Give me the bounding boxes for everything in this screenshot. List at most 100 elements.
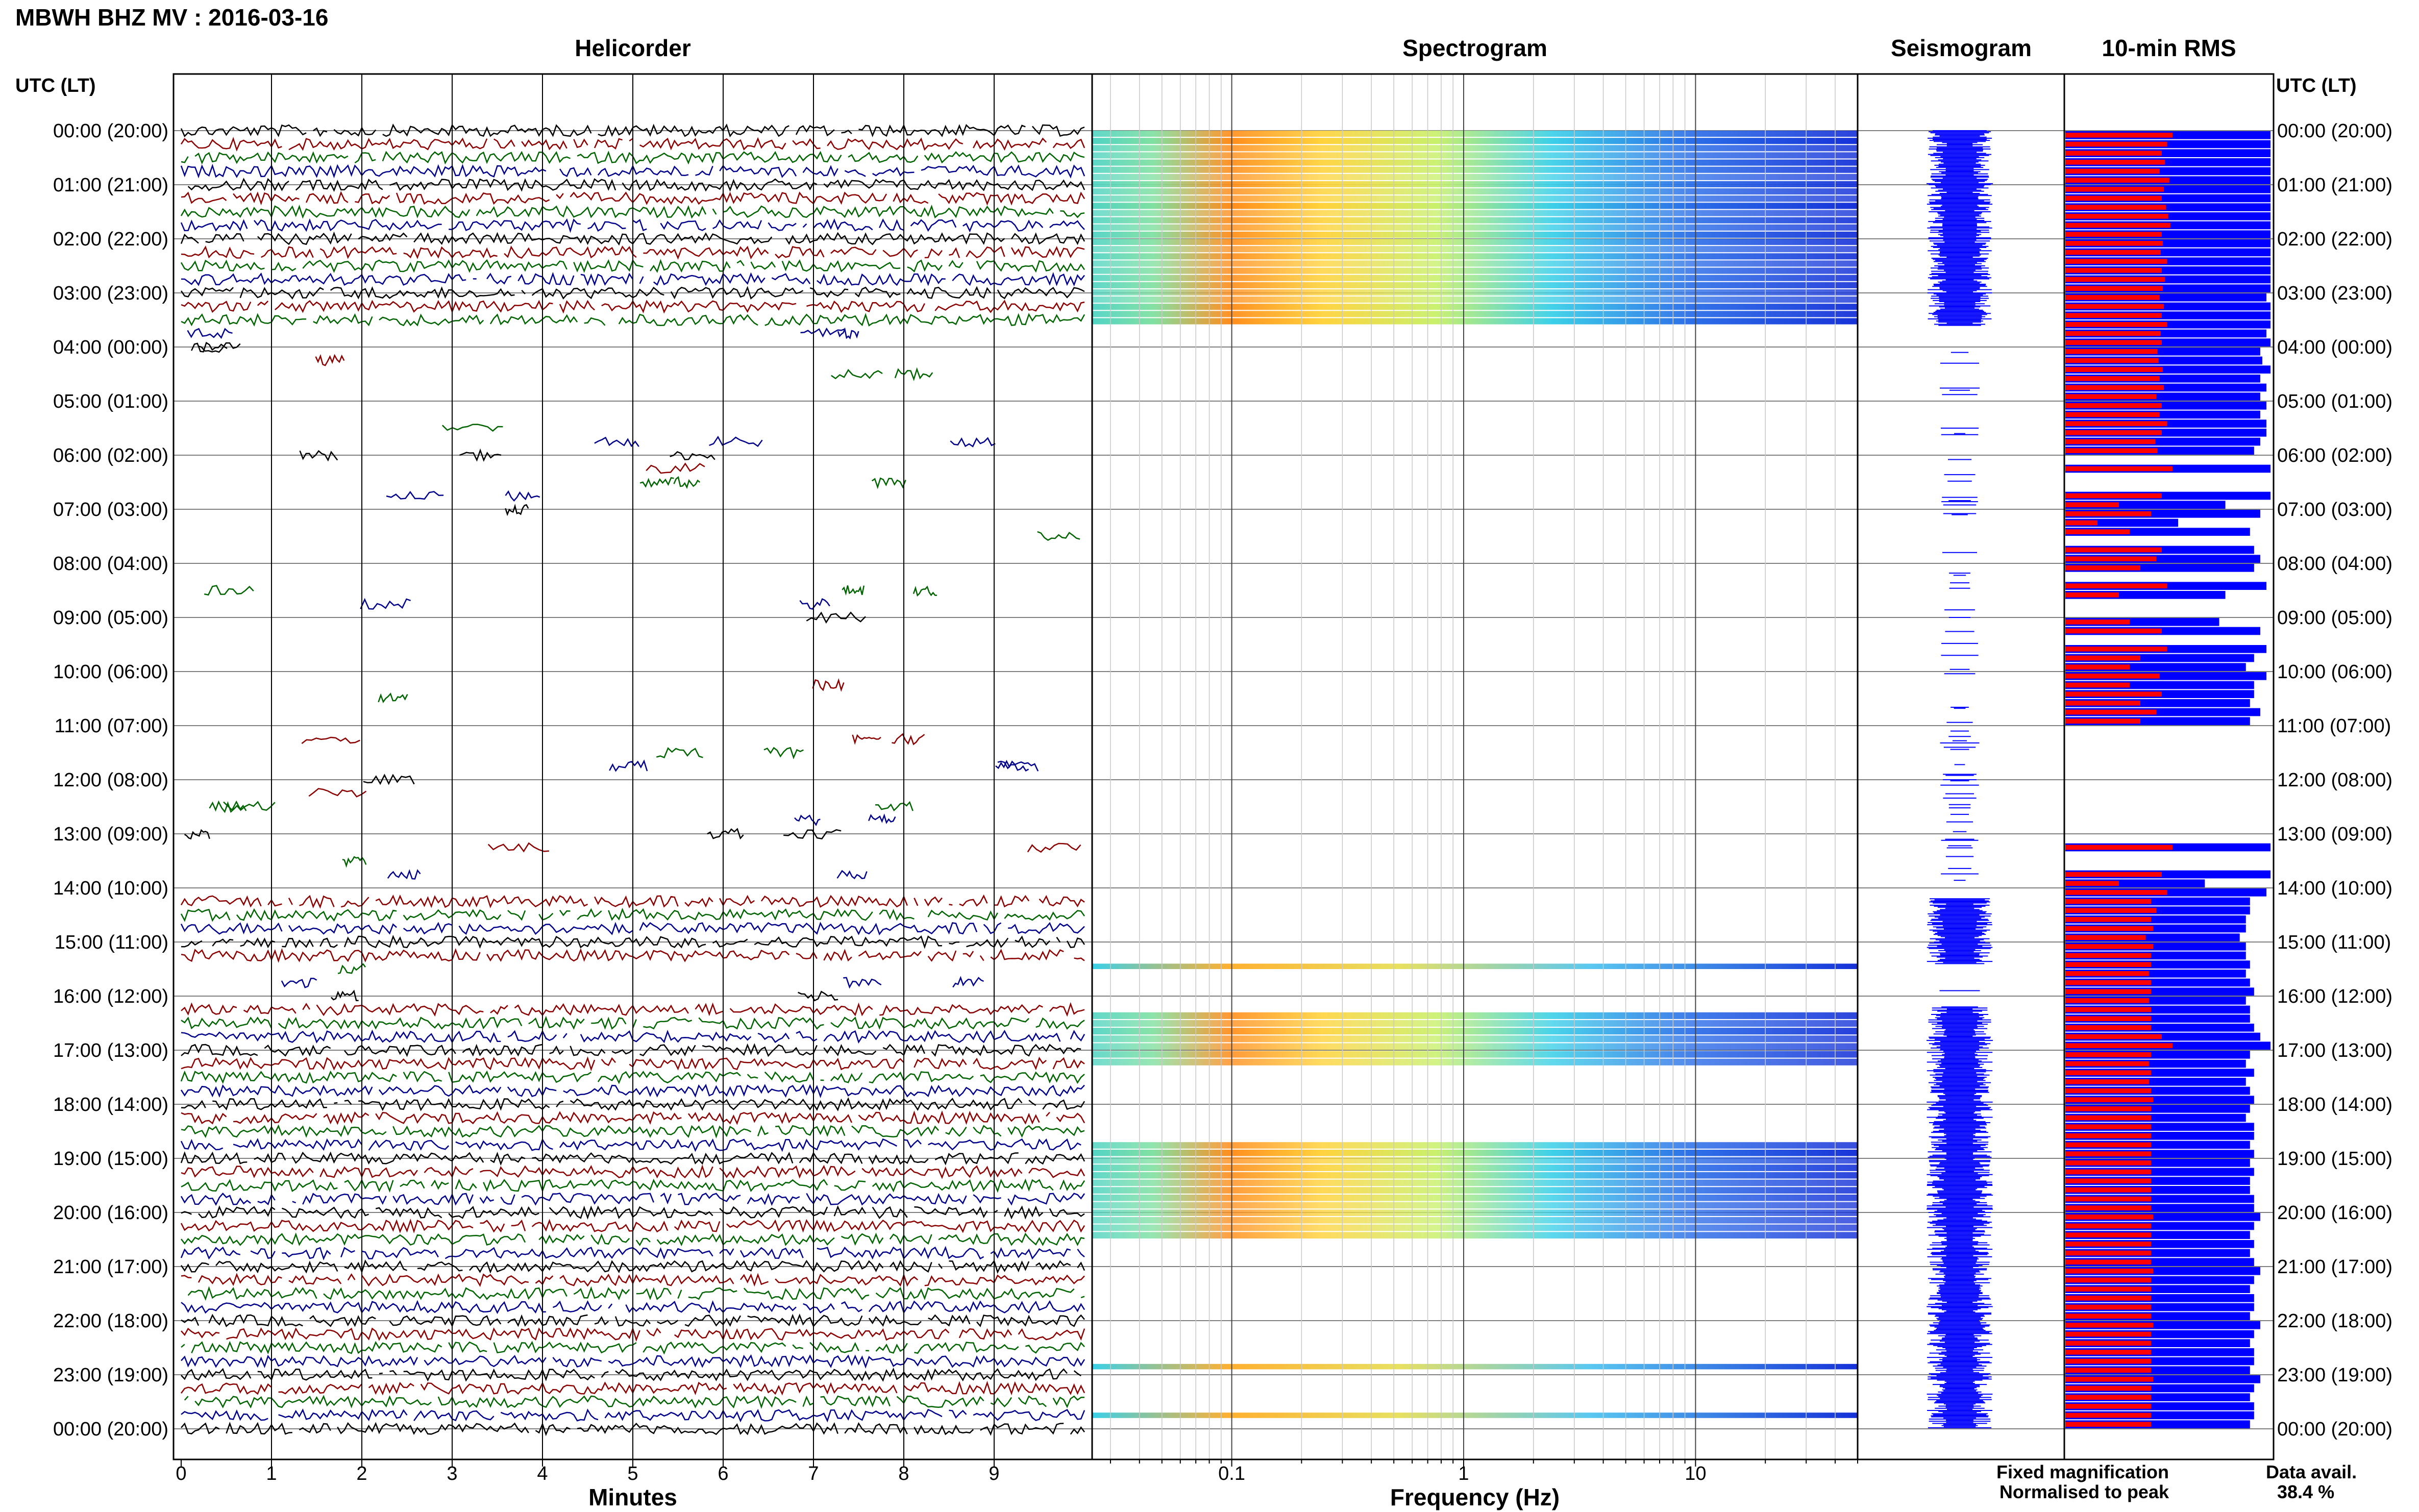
spectrogram-band <box>1092 260 1858 267</box>
helicorder-trace <box>315 354 345 366</box>
rms-normalised-bar <box>2065 1331 2151 1337</box>
rms-normalised-bar <box>2065 583 2167 588</box>
seismogram-trace <box>1927 130 1993 1428</box>
spectrogram-band <box>1092 1179 1858 1186</box>
helicorder-trace <box>378 692 408 704</box>
spectrogram-band <box>1092 253 1858 260</box>
right-time-label: 00:00 (20:00) <box>2277 1419 2392 1440</box>
right-time-label: 00:00 (20:00) <box>2277 120 2392 142</box>
helicorder-trace <box>181 313 1085 327</box>
left-time-label: 18:00 (14:00) <box>53 1094 168 1116</box>
helicorder-trace <box>180 259 1085 273</box>
helicorder-trace <box>180 218 1085 233</box>
right-time-label: 01:00 (21:00) <box>2277 175 2392 196</box>
helicorder-trace <box>181 1408 1085 1423</box>
helicorder-trace <box>180 123 1085 138</box>
rms-normalised-bar <box>2065 1043 2173 1048</box>
left-time-label: 09:00 (05:00) <box>53 607 168 629</box>
rms-normalised-bar <box>2065 412 2160 417</box>
left-time-label: 01:00 (21:00) <box>53 175 168 196</box>
left-time-label: 10:00 (06:00) <box>53 661 168 683</box>
rms-normalised-bar <box>2065 493 2162 499</box>
rms-normalised-bar <box>2065 655 2140 661</box>
rms-normalised-bar <box>2065 998 2149 1003</box>
rms-normalised-bar <box>2065 881 2119 886</box>
helicorder-trace <box>181 1232 1085 1247</box>
helicorder-trace <box>181 1354 1085 1369</box>
frequency-tick-labels: 0.1 1 10 <box>1218 1463 1706 1484</box>
rms-normalised-bar <box>2065 160 2165 165</box>
rms-normalised-bar <box>2065 709 2157 715</box>
helicorder-trace <box>181 1313 1085 1328</box>
rms-normalised-bar <box>2065 1124 2151 1129</box>
spectrogram-band <box>1092 239 1858 245</box>
data-avail-label: Data avail. <box>2266 1461 2357 1482</box>
minute-tick-label: 3 <box>447 1463 457 1484</box>
minute-tick-label: 2 <box>356 1463 367 1484</box>
right-time-label: 05:00 (01:00) <box>2277 391 2392 412</box>
helicorder-trace <box>181 1273 1085 1287</box>
rms-normalised-bar <box>2065 385 2164 390</box>
rms-normalised-bar <box>2065 1007 2151 1012</box>
left-time-label: 16:00 (12:00) <box>53 986 168 1007</box>
rms-normalised-bar <box>2065 232 2162 237</box>
helicorder-trace <box>180 1138 1081 1152</box>
right-time-label: 08:00 (04:00) <box>2277 553 2392 575</box>
spectrogram-band <box>1092 1020 1858 1027</box>
helicorder-trace <box>812 678 845 692</box>
hour-gridlines <box>174 130 2274 1429</box>
rms-normalised-bar <box>2065 1286 2151 1292</box>
helicorder-trace <box>180 1246 1085 1260</box>
minute-tick-label: 5 <box>627 1463 638 1484</box>
spectrogram-band <box>1092 1172 1858 1179</box>
left-time-label: 04:00 (00:00) <box>53 337 168 358</box>
rms-normalised-bar <box>2065 1025 2151 1030</box>
rms-normalised-bar <box>2065 295 2160 300</box>
helicorder-trace <box>656 747 804 760</box>
right-time-label: 06:00 (02:00) <box>2277 445 2392 466</box>
left-time-label: 22:00 (18:00) <box>53 1310 168 1332</box>
spectrogram-band <box>1092 173 1858 180</box>
rms-normalised-bar <box>2065 962 2151 967</box>
rms-normalised-bar <box>2065 1097 2154 1102</box>
helicorder-trace <box>342 856 367 868</box>
minute-tick-label: 4 <box>537 1463 548 1484</box>
rms-normalised-bar <box>2065 989 2151 994</box>
left-time-label: 08:00 (04:00) <box>53 553 168 575</box>
helicorder-trace <box>181 1422 1085 1436</box>
rms-normalised-bar <box>2065 1223 2151 1229</box>
left-time-label: 03:00 (23:00) <box>53 283 168 304</box>
rms-normalised-bar <box>2065 1422 2151 1427</box>
helicorder-trace <box>181 948 1085 963</box>
rms-normalised-bar <box>2065 565 2140 571</box>
spectrogram-band <box>1092 1142 1858 1149</box>
spectrogram-band <box>1092 131 1858 137</box>
rms-normalised-bar <box>2065 1323 2154 1328</box>
helicorder-trace <box>180 137 1085 152</box>
spectrogram-band <box>1092 195 1858 202</box>
helicorder-trace <box>609 759 1039 772</box>
helicorder-trace <box>187 327 859 340</box>
helicorder-trace <box>187 1286 1085 1301</box>
helicorder-trace <box>181 1015 1085 1030</box>
rms-normalised-bar <box>2065 1052 2151 1057</box>
rms-normalised-bar <box>2065 890 2167 895</box>
right-time-label: 12:00 (08:00) <box>2277 770 2392 791</box>
rms-normalised-bar <box>2065 151 2162 156</box>
helicorder-trace <box>181 1205 1085 1220</box>
helicorder-trace <box>180 1259 1085 1274</box>
helicorder-trace <box>181 1341 1085 1355</box>
rms-normalised-bar <box>2065 1358 2151 1364</box>
rms-normalised-bar <box>2065 664 2130 670</box>
helicorder-trace <box>646 462 705 474</box>
rms-normalised-bar <box>2065 1412 2151 1418</box>
spectrogram-band <box>1092 267 1858 274</box>
rms-normalised-bar <box>2065 1016 2151 1021</box>
rms-normalised-bar <box>2065 1160 2151 1166</box>
rms-normalised-bar <box>2065 917 2151 922</box>
rms-normalised-bar <box>2065 1313 2151 1319</box>
legend-fixed-magnification: Fixed magnification <box>1996 1461 2169 1482</box>
spectrogram-band <box>1092 1028 1858 1035</box>
spectrogram-band <box>1092 1051 1858 1058</box>
